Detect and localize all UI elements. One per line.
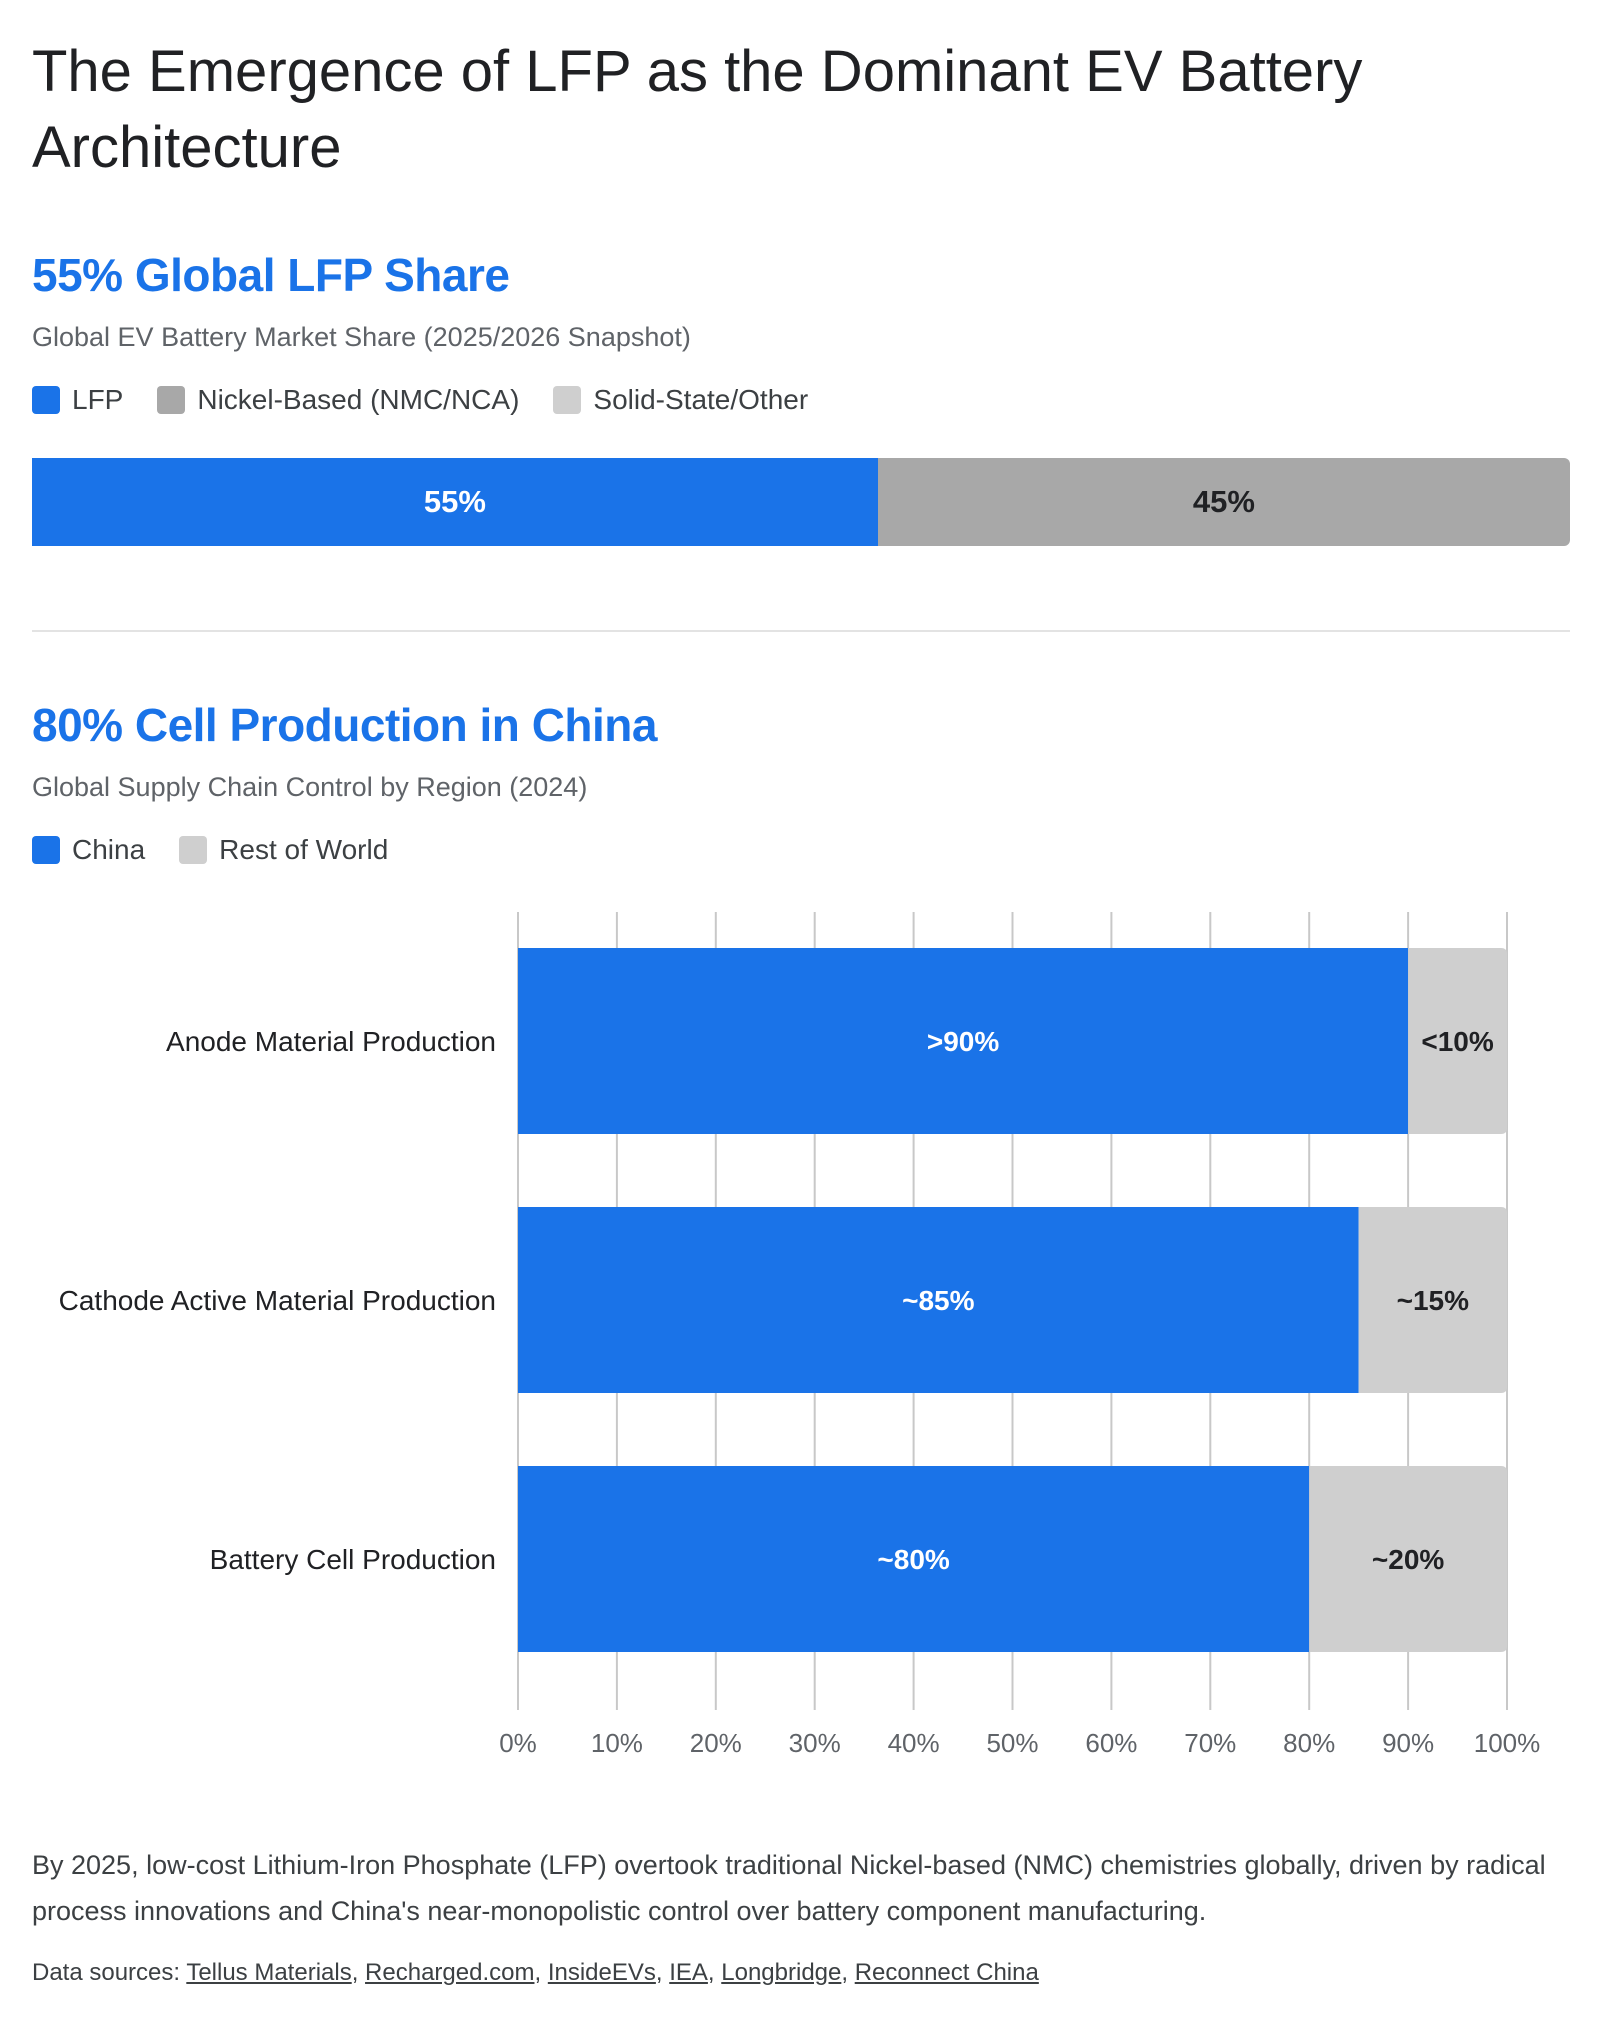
bar-data-label: ~15% xyxy=(1397,1285,1469,1316)
x-tick-label: 90% xyxy=(1382,1728,1434,1758)
section2-legend-item: Rest of World xyxy=(179,834,388,866)
x-tick-label: 80% xyxy=(1283,1728,1335,1758)
section2-legend-item: China xyxy=(32,834,145,866)
section1-legend: LFP Nickel-Based (NMC/NCA) Solid-State/Oth… xyxy=(32,384,842,416)
source-link[interactable]: Reconnect China xyxy=(854,1959,1039,1986)
legend-label: Solid-State/Other xyxy=(593,384,809,415)
bar-segment xyxy=(1358,1207,1507,1393)
data-sources: Data sources: Tellus Materials, Recharge… xyxy=(32,1959,1039,1986)
legend-swatch xyxy=(157,386,186,414)
section2-legend: China Rest of World xyxy=(32,834,422,866)
source-link[interactable]: IEA xyxy=(669,1959,708,1986)
source-link[interactable]: Longbridge xyxy=(721,1959,842,1986)
page-title: The Emergence of LFP as the Dominant EV … xyxy=(32,39,1363,180)
x-tick-label: 20% xyxy=(690,1728,742,1758)
bar-segment xyxy=(1309,1466,1507,1652)
legend-label: LFP xyxy=(72,384,124,415)
section1-legend-item: LFP xyxy=(32,384,123,416)
x-tick-label: 70% xyxy=(1184,1728,1236,1758)
section1-subtitle: Global EV Battery Market Share (2025/202… xyxy=(32,322,691,352)
bar-segment xyxy=(518,948,1409,1134)
bar-data-label: ~80% xyxy=(877,1544,949,1575)
market-share-stacked-bar: 55% 45% xyxy=(32,458,1570,546)
category-label: Anode Material Production xyxy=(166,1026,496,1057)
x-tick-label: 100% xyxy=(1474,1728,1541,1758)
section-divider xyxy=(32,630,1570,632)
legend-label: Nickel-Based (NMC/NCA) xyxy=(197,384,520,415)
category-label: Cathode Active Material Production xyxy=(59,1285,496,1316)
bar-segment xyxy=(518,1466,1310,1652)
section2-subtitle: Global Supply Chain Control by Region (2… xyxy=(32,772,588,802)
section2-headline: 80% Cell Production in China xyxy=(32,699,657,751)
legend-swatch xyxy=(32,836,60,864)
bar-segment: 45% xyxy=(877,458,1570,546)
section1-legend-item: Nickel-Based (NMC/NCA) xyxy=(157,384,519,416)
legend-label: China xyxy=(72,834,146,865)
supply-chain-bar-chart: 0% 10% 20% 30% 40% 50% 60% 70% 80% 90% 100% >90% <10… xyxy=(59,912,1541,1758)
bar-data-label: >90% xyxy=(927,1026,999,1057)
bar-data-label: ~85% xyxy=(902,1285,974,1316)
source-link[interactable]: InsideEVs xyxy=(547,1959,656,1986)
legend-swatch xyxy=(179,836,208,864)
chart-description: By 2025, low-cost Lithium-Iron Phosphate… xyxy=(32,1850,1546,1926)
x-tick-label: 50% xyxy=(986,1728,1038,1758)
bar-data-label: <10% xyxy=(1421,1026,1493,1057)
legend-swatch xyxy=(553,386,582,414)
x-tick-label: 10% xyxy=(591,1728,643,1758)
legend-label: Rest of World xyxy=(219,834,389,865)
x-tick-label: 40% xyxy=(888,1728,940,1758)
sources-prefix: Data sources: xyxy=(32,1959,187,1986)
section1-headline: 55% Global LFP Share xyxy=(32,249,510,301)
x-tick-label: 0% xyxy=(499,1728,537,1758)
bar-segment xyxy=(518,1207,1359,1393)
bar-segment xyxy=(1408,948,1507,1134)
bar-segment: 55% xyxy=(32,458,878,546)
category-label: Battery Cell Production xyxy=(210,1544,496,1575)
x-tick-label: 60% xyxy=(1085,1728,1137,1758)
source-link[interactable]: Tellus Materials xyxy=(186,1959,352,1986)
legend-swatch xyxy=(32,386,60,414)
bar-data-label: ~20% xyxy=(1372,1544,1444,1575)
section1-legend-item: Solid-State/Other xyxy=(553,384,808,416)
source-link[interactable]: Recharged.com xyxy=(365,1959,535,1986)
x-tick-label: 30% xyxy=(789,1728,841,1758)
